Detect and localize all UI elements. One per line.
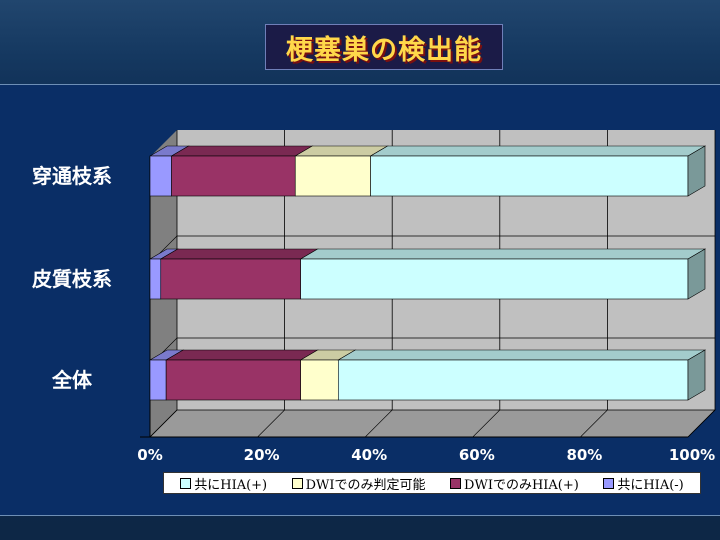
bar-segment-top — [159, 248, 319, 260]
bar-segment — [160, 258, 301, 300]
x-tick-label: 20% — [244, 446, 280, 464]
bars — [148, 145, 707, 401]
legend-swatch — [603, 477, 615, 489]
title-box: 梗塞巣の検出能 — [265, 24, 503, 70]
legend-item: 共にHIA(+) — [180, 474, 267, 493]
gridline-floor — [149, 409, 178, 438]
slide-title: 梗塞巣の検出能 — [286, 34, 482, 66]
x-tick-label: 100% — [669, 446, 715, 464]
gridline-floor — [472, 409, 501, 438]
bar-segment — [370, 155, 689, 197]
x-tick-label: 40% — [351, 446, 387, 464]
category-label: 皮質枝系 — [32, 267, 112, 291]
tick-labels: 0% 20% 40% 60% 80% 100% — [137, 446, 715, 464]
legend-swatch — [450, 477, 462, 489]
legend-label: 共にHIA(-) — [617, 477, 684, 493]
legend-item: DWIでのみHIA(+) — [450, 474, 579, 493]
legend-swatch — [291, 477, 303, 489]
x-tick-label: 80% — [566, 446, 602, 464]
gridline-floor — [687, 409, 716, 438]
bar-segment — [149, 155, 172, 197]
bar-segment-top — [299, 248, 707, 260]
bar-segment-side — [687, 349, 706, 401]
bar-segment — [171, 155, 296, 197]
gridline-floor — [580, 409, 608, 438]
plot-floor — [149, 409, 716, 438]
bar-segment — [337, 359, 689, 401]
bar-segment — [149, 258, 162, 300]
legend: 共にHIA(+) DWIでのみ判定可能 DWIでのみHIA(+) 共にHIA(-) — [163, 472, 701, 494]
legend-swatch — [180, 477, 192, 489]
bar-segment — [300, 359, 339, 401]
bar-segment-side — [687, 248, 706, 300]
legend-item: DWIでのみ判定可能 — [291, 474, 426, 493]
legend-item: 共にHIA(-) — [603, 474, 684, 493]
bar-segment-top — [170, 145, 314, 157]
x-tick-label: 60% — [459, 446, 495, 464]
gridline-floor — [364, 409, 393, 438]
gridline-floor — [257, 409, 285, 438]
legend-label: DWIでのみ判定可能 — [305, 477, 426, 493]
bar-segment — [300, 258, 689, 300]
category-label: 穿通枝系 — [32, 164, 112, 188]
bar-segment — [149, 359, 167, 401]
bar-segment-top — [337, 349, 707, 361]
legend-label: 共にHIA(+) — [194, 477, 268, 493]
bar-segment-top — [369, 145, 707, 157]
bar-segment — [165, 359, 301, 401]
x-tick-label: 0% — [137, 446, 162, 464]
category-label: 全体 — [51, 368, 93, 392]
bar-segment — [294, 155, 371, 197]
bar-segment-side — [687, 145, 706, 197]
bar-segment-top — [165, 349, 319, 361]
legend-label: DWIでのみHIA(+) — [464, 477, 579, 493]
